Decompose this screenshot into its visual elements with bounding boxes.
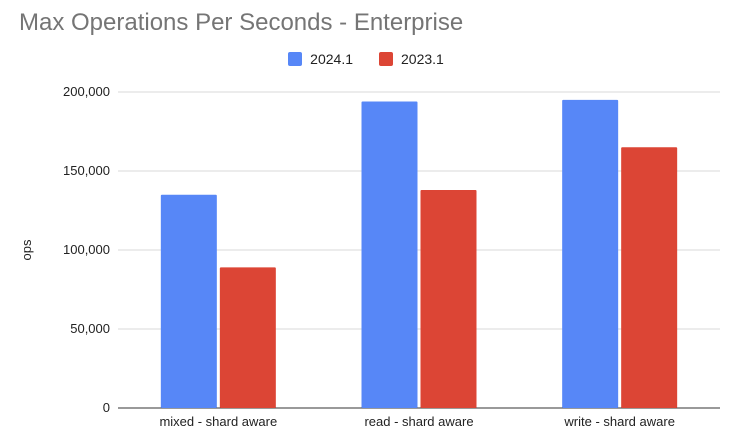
bar: [160, 194, 217, 408]
bar: [361, 101, 418, 408]
legend-label-2023-1: 2023.1: [401, 51, 444, 67]
legend-swatch-2023-1: [379, 52, 393, 66]
bar: [420, 189, 477, 408]
bar: [562, 99, 619, 409]
legend-swatch-2024-1: [288, 52, 303, 66]
y-tick-label: 150,000: [63, 163, 110, 178]
legend: 2024.1 2023.1: [0, 51, 732, 67]
y-tick-label: 0: [103, 400, 110, 415]
legend-item-2023-1[interactable]: 2023.1: [379, 51, 444, 67]
x-tick-label: mixed - shard aware: [159, 414, 277, 429]
bar: [621, 147, 678, 409]
x-tick-label: write - shard aware: [563, 414, 675, 429]
y-axis-title: ops: [19, 239, 34, 260]
y-tick-label: 50,000: [70, 321, 110, 336]
y-tick-label: 200,000: [63, 84, 110, 99]
x-tick-label: read - shard aware: [364, 414, 473, 429]
chart-title: Max Operations Per Seconds - Enterprise: [19, 9, 464, 36]
legend-label-2024-1: 2024.1: [310, 51, 353, 67]
legend-item-2024-1[interactable]: 2024.1: [288, 51, 353, 67]
y-tick-label: 100,000: [63, 242, 110, 257]
bar: [219, 267, 276, 408]
